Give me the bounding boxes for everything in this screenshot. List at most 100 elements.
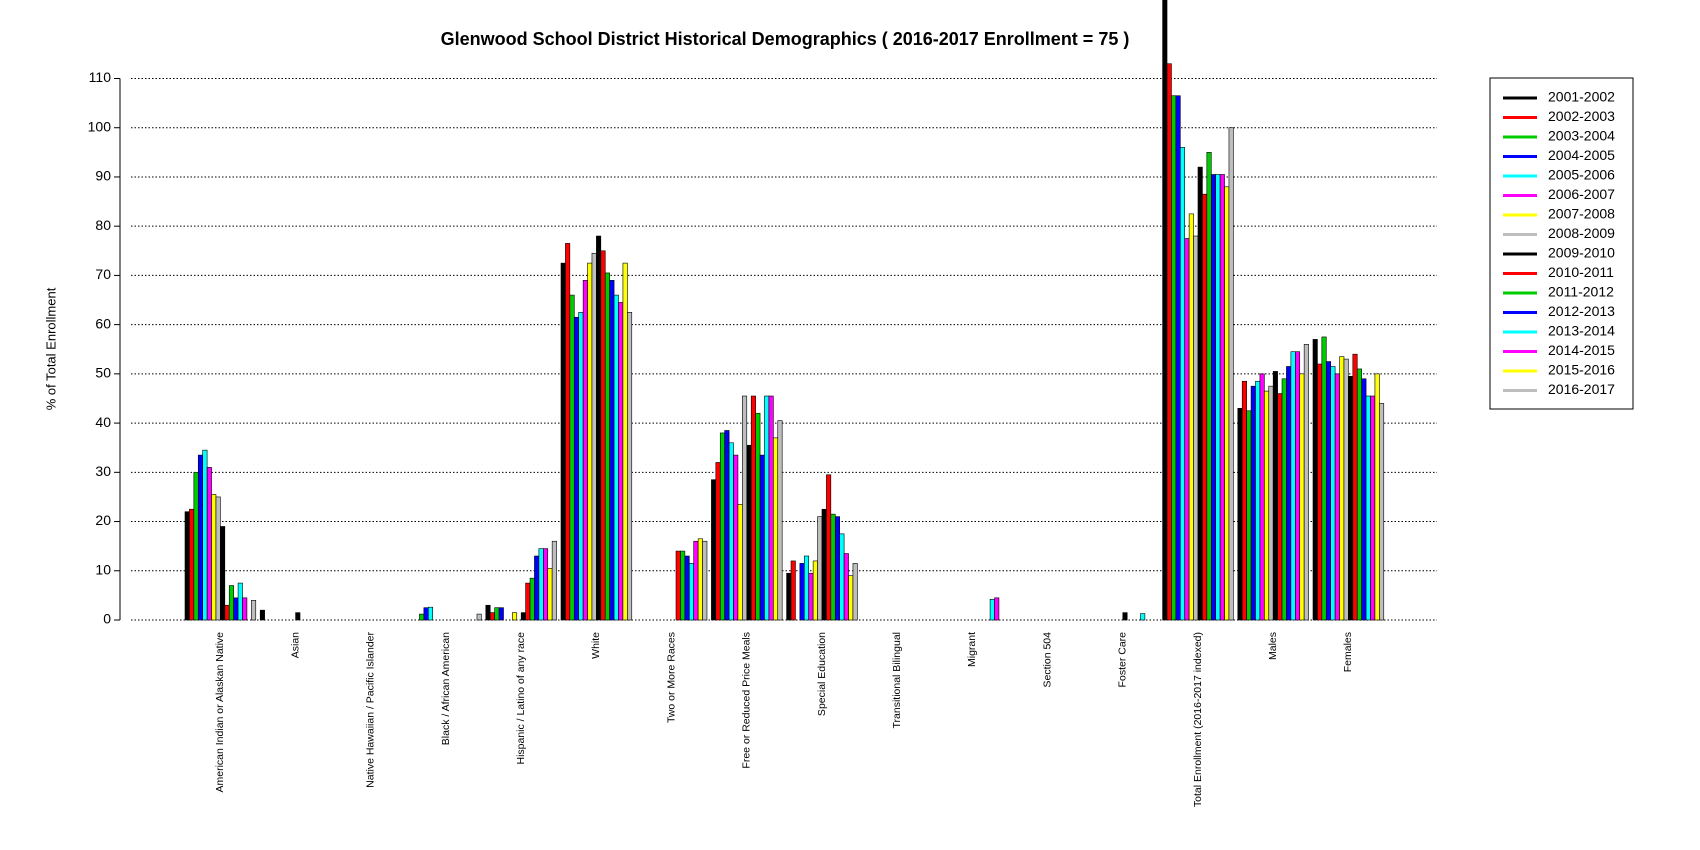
bar	[826, 474, 832, 621]
bar	[1184, 238, 1190, 621]
bar	[1122, 612, 1128, 621]
bar	[529, 577, 535, 621]
y-tick-label: 30	[95, 463, 111, 479]
y-tick-label: 110	[89, 69, 112, 85]
bar	[600, 250, 606, 621]
bar	[228, 585, 234, 621]
bar	[693, 540, 699, 621]
x-tick-label: Transitional Bilingual	[891, 632, 903, 729]
bar	[697, 538, 703, 621]
bar	[560, 262, 566, 621]
bar	[790, 560, 796, 621]
legend-label: 2014-2015	[1548, 342, 1615, 358]
bar	[777, 420, 783, 621]
bar	[551, 540, 557, 621]
legend-label: 2006-2007	[1548, 186, 1615, 202]
bar	[242, 597, 248, 621]
y-tick-label: 70	[95, 266, 111, 282]
bar	[1268, 385, 1274, 621]
bar	[622, 262, 628, 621]
bar	[1290, 351, 1296, 621]
bar	[427, 606, 434, 621]
chart-title: Glenwood School District Historical Demo…	[441, 29, 1130, 49]
bar	[1210, 174, 1216, 621]
y-tick-label: 60	[95, 315, 111, 331]
bar	[423, 607, 429, 621]
bar	[1228, 127, 1234, 621]
bar	[1334, 373, 1340, 621]
bar	[193, 472, 199, 621]
bar	[1206, 152, 1212, 621]
bar	[843, 553, 849, 621]
bar	[1370, 395, 1376, 621]
y-tick-label: 20	[95, 512, 111, 528]
y-tick-label: 10	[95, 561, 111, 577]
bar	[1188, 213, 1194, 621]
bar	[206, 467, 212, 621]
bar	[494, 607, 500, 621]
bar	[742, 395, 748, 621]
legend-label: 2015-2016	[1548, 362, 1615, 378]
bar	[839, 533, 845, 621]
bar	[578, 312, 584, 621]
bar	[582, 280, 588, 621]
bar	[569, 294, 575, 621]
bar	[609, 280, 615, 621]
bar	[233, 597, 239, 621]
x-tick-label: Males	[1267, 632, 1279, 660]
bar	[1317, 363, 1323, 621]
bar	[1277, 393, 1283, 621]
bar	[1162, 0, 1168, 621]
bar	[1321, 336, 1327, 621]
y-tick-label: 100	[88, 118, 112, 134]
bar	[1272, 371, 1278, 621]
bar	[1281, 378, 1287, 621]
legend-label: 2005-2006	[1548, 167, 1615, 183]
bar	[613, 294, 619, 621]
bar	[768, 395, 774, 621]
bar	[295, 612, 301, 621]
bar	[1352, 353, 1358, 621]
bar	[1140, 613, 1146, 621]
y-tick-label: 90	[95, 168, 111, 184]
legend-label: 2016-2017	[1548, 381, 1615, 397]
bar	[1295, 351, 1301, 621]
x-tick-label: American Indian or Alaskan Native	[214, 632, 226, 793]
y-tick-label: 50	[95, 365, 111, 381]
x-tick-label: Section 504	[1041, 632, 1053, 688]
bar	[1197, 166, 1203, 621]
legend-label: 2004-2005	[1548, 147, 1615, 163]
x-tick-label: Migrant	[966, 632, 978, 667]
bar	[1171, 95, 1177, 621]
legend-label: 2008-2009	[1548, 225, 1615, 241]
legend-label: 2007-2008	[1548, 206, 1615, 222]
bar	[512, 612, 518, 621]
bar	[680, 550, 686, 621]
bar	[627, 312, 633, 621]
bar	[715, 462, 721, 621]
y-tick-label: 40	[95, 414, 111, 430]
bar	[702, 540, 708, 621]
legend-label: 2013-2014	[1548, 323, 1615, 339]
bar	[817, 516, 823, 621]
x-tick-label: Foster Care	[1117, 632, 1129, 688]
bar	[534, 555, 540, 621]
bar	[591, 252, 597, 621]
bar	[1237, 408, 1243, 621]
bar	[1379, 403, 1385, 621]
bar	[1330, 366, 1336, 621]
bar	[1246, 410, 1252, 621]
x-tick-label: Black / African American	[440, 632, 452, 745]
bar	[1356, 368, 1362, 621]
bar	[1286, 366, 1292, 621]
bar	[688, 563, 695, 621]
bar	[1224, 186, 1230, 621]
bar	[1325, 361, 1331, 621]
bar	[821, 508, 827, 621]
bar	[1339, 356, 1345, 621]
bar	[251, 600, 257, 621]
bar	[1175, 95, 1181, 621]
legend-label: 2011-2012	[1548, 284, 1614, 300]
legend-label: 2002-2003	[1548, 108, 1615, 124]
